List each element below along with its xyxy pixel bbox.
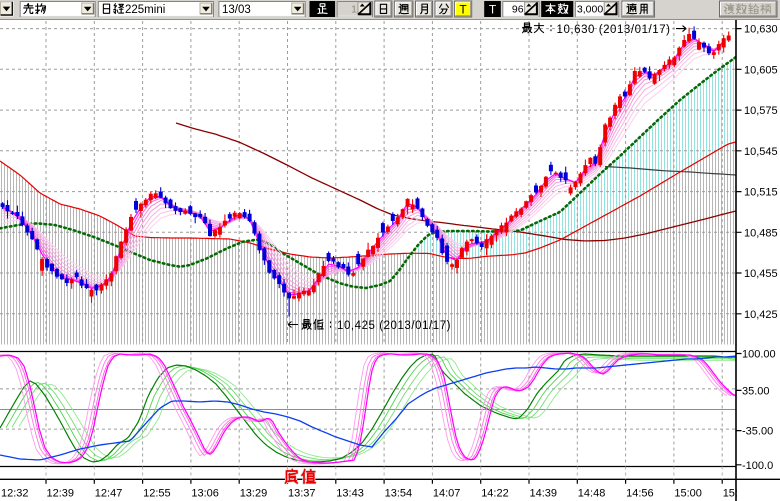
svg-text:14:39: 14:39 (530, 488, 558, 500)
svg-text:14:07: 14:07 (433, 488, 461, 500)
svg-text:100.00: 100.00 (742, 349, 776, 361)
svg-text:13/03: 13/03 (222, 4, 251, 16)
svg-text:12:32: 12:32 (1, 488, 29, 500)
svg-text:10,575: 10,575 (744, 105, 778, 117)
svg-text:13:54: 13:54 (385, 488, 413, 500)
svg-text:T: T (489, 3, 497, 17)
svg-text:96: 96 (512, 4, 524, 16)
svg-text:35.00: 35.00 (742, 385, 770, 397)
svg-text:225mini: 225mini (125, 4, 165, 16)
svg-text:14:48: 14:48 (578, 488, 606, 500)
svg-text:12:55: 12:55 (143, 488, 171, 500)
svg-text:13:06: 13:06 (191, 488, 219, 500)
svg-text:1: 1 (351, 4, 357, 16)
svg-text:-100.0: -100.0 (742, 460, 773, 472)
svg-text:10,485: 10,485 (744, 227, 778, 239)
svg-text:15:: 15: (723, 488, 738, 500)
svg-text:12:47: 12:47 (95, 488, 123, 500)
svg-text:14:56: 14:56 (626, 488, 654, 500)
svg-text:10,605: 10,605 (744, 64, 778, 76)
svg-text:10,630 (2013/01/17): 10,630 (2013/01/17) (557, 24, 671, 36)
svg-text:10,455: 10,455 (744, 268, 778, 280)
svg-text:T: T (459, 3, 467, 17)
svg-text:14:22: 14:22 (481, 488, 509, 500)
svg-text:13:43: 13:43 (336, 488, 364, 500)
svg-text:10,630: 10,630 (744, 24, 778, 36)
svg-text:13:37: 13:37 (288, 488, 316, 500)
svg-text:15:00: 15:00 (674, 488, 702, 500)
svg-text:10,425: 10,425 (744, 309, 778, 321)
svg-text:10,425 (2013/01/17): 10,425 (2013/01/17) (337, 320, 451, 332)
svg-text:12:39: 12:39 (47, 488, 75, 500)
svg-text:10,515: 10,515 (744, 187, 778, 199)
svg-text:3,000: 3,000 (577, 4, 603, 16)
svg-text:10,545: 10,545 (744, 146, 778, 158)
svg-text:-35.00: -35.00 (742, 426, 773, 438)
svg-text:13:29: 13:29 (240, 488, 268, 500)
